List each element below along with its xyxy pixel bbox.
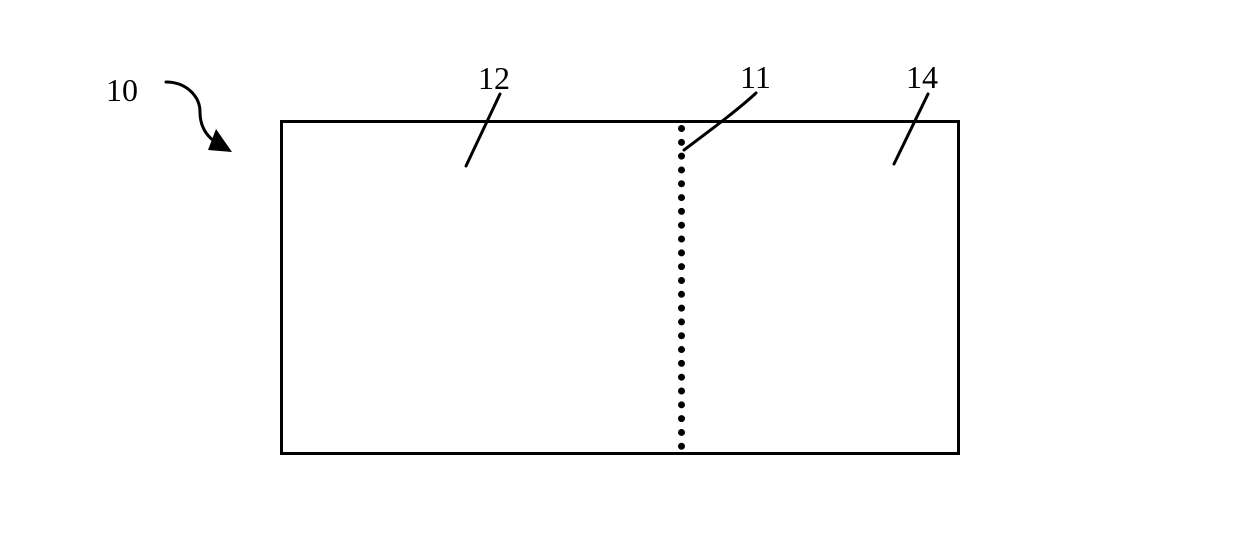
label-divider: 11 — [740, 59, 771, 96]
diagram-canvas: 10 12 11 14 — [0, 0, 1240, 550]
assembly-arrow-head — [208, 129, 232, 152]
label-right-region: 14 — [906, 59, 938, 96]
label-left-region: 12 — [478, 60, 510, 97]
main-rectangle — [280, 120, 960, 455]
assembly-arrow-shaft — [166, 82, 222, 146]
label-assembly: 10 — [106, 72, 138, 109]
internal-divider — [678, 125, 685, 450]
